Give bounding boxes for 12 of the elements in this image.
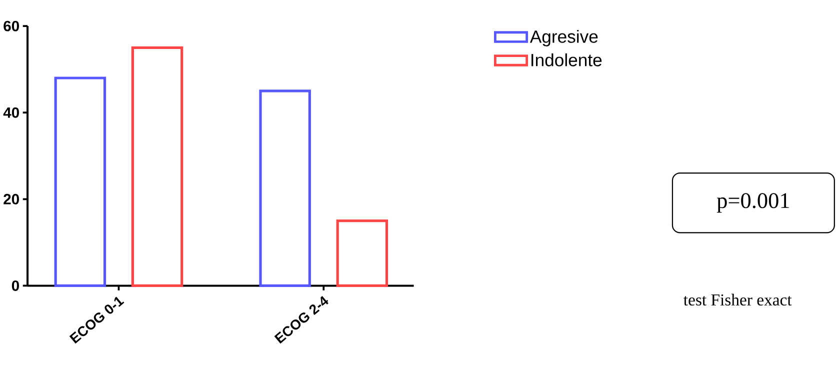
text: p=0.001	[716, 193, 789, 213]
bar	[259, 90, 311, 288]
legend-label: Agresive	[530, 30, 598, 47]
text: test Fisher exact	[684, 294, 792, 306]
y-tick-label: 0	[12, 280, 19, 292]
y-tick-label: 20	[4, 194, 19, 205]
bar	[131, 46, 184, 288]
y-tick-label: 60	[4, 20, 19, 32]
y-tick-label: 40	[3, 108, 19, 118]
legend-label: Indolente	[532, 54, 602, 66]
bar	[336, 220, 388, 288]
bar	[54, 76, 106, 288]
